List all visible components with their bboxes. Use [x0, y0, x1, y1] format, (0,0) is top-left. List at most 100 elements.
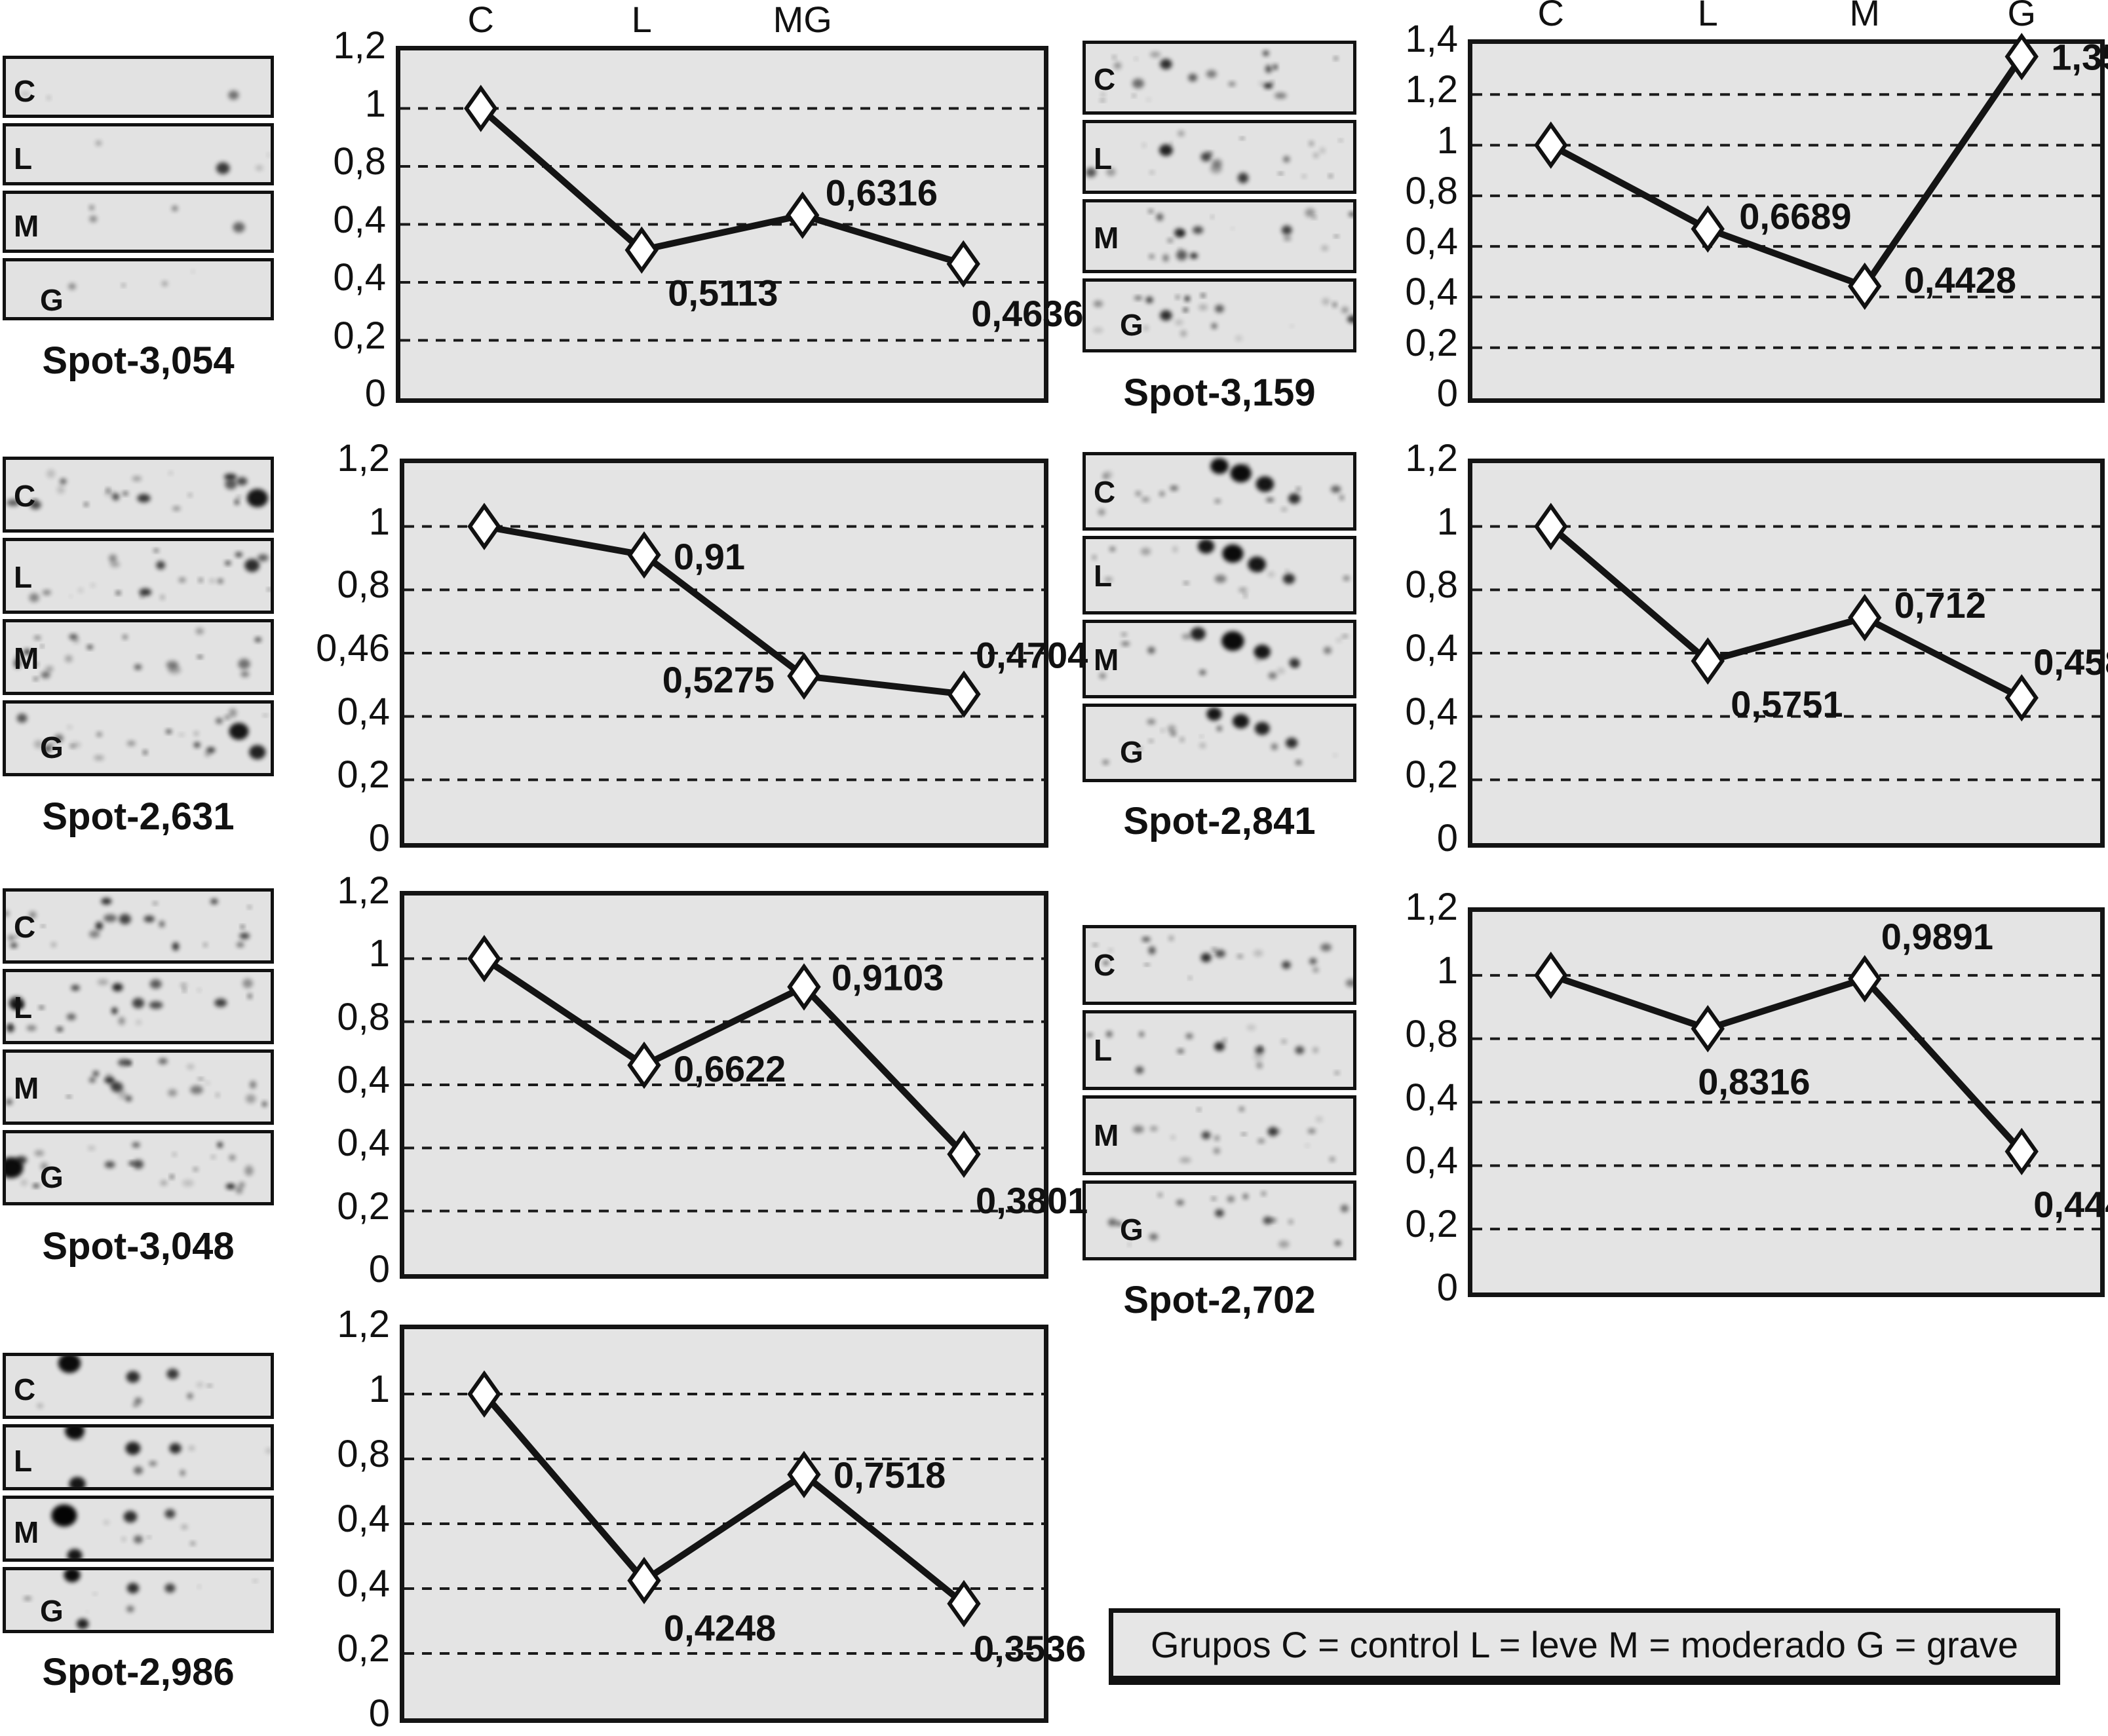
- gel-spot-dark: [1221, 631, 1244, 651]
- gel-spot-dark: [1210, 458, 1229, 474]
- gel-spot: [1168, 935, 1174, 941]
- y-axis-tick: 0: [368, 1692, 390, 1735]
- gel-spot-dark: [1215, 1209, 1224, 1217]
- gel-spot: [1253, 1053, 1263, 1061]
- gel-spot: [104, 914, 117, 922]
- gel-spot: [1149, 1126, 1158, 1131]
- gel-spot-dark: [1230, 464, 1252, 483]
- gel-spot: [1148, 209, 1153, 214]
- gel-spot: [132, 1142, 140, 1148]
- gel-spots-image: [1093, 293, 1353, 341]
- gel-spots-image: [6, 1058, 267, 1107]
- gel-spot: [1347, 315, 1353, 324]
- gel-spot: [172, 1152, 177, 1156]
- gel-strip-m: M: [3, 1049, 274, 1125]
- gel-strip-l: L: [1083, 536, 1356, 614]
- gel-spot: [187, 1064, 195, 1070]
- gel-spot: [1216, 726, 1222, 732]
- y-axis-tick: 1,2: [1405, 437, 1458, 480]
- gel-spot: [149, 979, 162, 989]
- gel-spot: [118, 1017, 125, 1025]
- gel-spots-image: [7, 469, 268, 511]
- gel-strip-c: C: [1083, 41, 1356, 115]
- gel-spot: [24, 1596, 32, 1601]
- y-axis-tick: 1,4: [1405, 18, 1458, 60]
- gel-spot: [147, 1536, 151, 1539]
- gel-strip-label-m: M: [14, 1515, 39, 1549]
- y-axis-tick: 0,4: [333, 256, 386, 299]
- gel-spot: [1263, 50, 1269, 56]
- gel-spot: [197, 988, 201, 992]
- chart-plot-area: 0,91 0,5275 0,4704: [404, 502, 1088, 782]
- gel-spot: [37, 1403, 43, 1408]
- gel-strip-c: C: [3, 1353, 274, 1419]
- gel-strip-label-c: C: [14, 74, 36, 109]
- gel-spot-dark: [1267, 1127, 1278, 1137]
- gel-spot: [204, 751, 211, 757]
- gel-spot: [224, 715, 230, 720]
- gel-spot: [237, 495, 241, 499]
- gel-spot: [263, 714, 268, 717]
- gel-spot: [203, 943, 208, 947]
- gel-spot-dark: [1215, 305, 1224, 313]
- gel-spot: [1244, 594, 1247, 598]
- gel-spot-dark: [51, 1504, 77, 1527]
- gel-spot: [1188, 976, 1192, 980]
- gel-spot: [1112, 55, 1117, 59]
- gel-strip-l: L: [3, 969, 274, 1044]
- gel-spot: [88, 930, 100, 938]
- gel-spot-dark: [1206, 708, 1222, 721]
- x-axis-label-g: G: [2007, 0, 2037, 33]
- gel-spot-dark: [233, 222, 245, 233]
- gel-spots-image: [7, 978, 253, 1032]
- gel-spot-dark: [76, 1618, 89, 1629]
- line-chart-spot-3054: C L MG 1,2 1 0,8 0,4 0,4 0,2 0 0,5113 0,6316 0,4636: [333, 0, 1084, 413]
- gel-spot: [1141, 937, 1151, 942]
- gel-spot-dark: [125, 1441, 141, 1455]
- gel-spot: [110, 561, 120, 567]
- line-chart-spot-2841: 1,2 1 0,8 0,4 0,4 0,2 0 0,5751 0,712 0,4588: [1405, 439, 2108, 858]
- gel-spot: [1339, 495, 1344, 500]
- gel-spot: [250, 1080, 256, 1089]
- data-point-label: 1,35: [2051, 36, 2108, 77]
- y-axis-tick: 0,4: [337, 1059, 390, 1101]
- gel-spot: [1211, 215, 1214, 219]
- gel-spot-dark: [228, 90, 239, 100]
- y-axis-tick: 0,2: [1405, 321, 1458, 364]
- gel-spot: [101, 897, 112, 905]
- gel-spot: [172, 506, 181, 511]
- gel-spot: [229, 708, 237, 718]
- y-axis-tick: 0: [1436, 817, 1458, 859]
- gel-spot: [1106, 168, 1116, 176]
- diamond-marker-m: [787, 1450, 821, 1499]
- gel-spot: [1176, 295, 1180, 299]
- gel-spot: [24, 649, 31, 655]
- gel-spot: [197, 655, 203, 659]
- gel-spot: [225, 561, 231, 565]
- gel-strip-l: L: [3, 123, 274, 185]
- gel-spot-dark: [1288, 493, 1301, 504]
- gel-spot: [1273, 64, 1278, 70]
- gel-spot: [1227, 1196, 1235, 1203]
- gel-spot: [33, 677, 38, 681]
- gel-spot: [16, 934, 20, 938]
- gel-strip-l: L: [3, 538, 274, 614]
- gel-strip-label-l: L: [14, 142, 33, 176]
- data-point-label: 0,4428: [1904, 259, 2016, 301]
- gel-spot: [153, 901, 158, 905]
- gel-spot: [253, 1579, 258, 1583]
- gel-spot: [1149, 51, 1161, 58]
- gel-spot: [1141, 497, 1150, 502]
- gel-spot: [92, 1070, 100, 1077]
- gel-spot: [66, 1013, 76, 1021]
- gel-strip-label-c: C: [1094, 474, 1116, 509]
- gel-spot-dark: [1309, 958, 1317, 965]
- gel-spot: [1176, 1199, 1184, 1205]
- gel-spot: [1174, 320, 1183, 326]
- gel-spot: [248, 905, 252, 909]
- chart-plot-area: 0,5113 0,6316 0,4636: [400, 85, 1084, 342]
- gel-spot: [149, 1461, 157, 1466]
- gel-spot: [116, 591, 121, 595]
- gel-image-spot-2986: C L M G Spot-2,986: [3, 1353, 274, 1693]
- gel-spot: [1313, 216, 1316, 219]
